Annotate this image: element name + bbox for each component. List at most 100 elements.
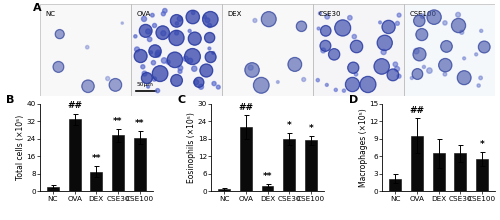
Bar [313, 4, 404, 97]
Circle shape [178, 69, 182, 73]
Circle shape [156, 26, 170, 39]
Text: **: ** [113, 117, 122, 126]
Circle shape [140, 24, 152, 37]
Bar [476, 159, 488, 191]
Circle shape [155, 52, 160, 57]
Circle shape [414, 48, 419, 54]
Circle shape [458, 71, 471, 85]
Circle shape [426, 68, 432, 73]
Circle shape [328, 49, 340, 60]
Circle shape [443, 72, 446, 76]
Circle shape [208, 47, 211, 50]
Bar [112, 136, 124, 191]
Circle shape [360, 76, 376, 93]
Bar [305, 140, 317, 191]
Circle shape [276, 81, 279, 83]
Circle shape [178, 16, 182, 21]
Circle shape [397, 74, 401, 78]
Circle shape [174, 31, 178, 35]
Circle shape [420, 14, 425, 18]
Text: ##: ## [67, 101, 82, 110]
Circle shape [121, 22, 124, 24]
Circle shape [204, 15, 206, 18]
Circle shape [162, 58, 167, 63]
Circle shape [456, 12, 460, 17]
Circle shape [178, 66, 182, 70]
Circle shape [146, 85, 150, 88]
Circle shape [262, 12, 276, 27]
Circle shape [414, 15, 425, 27]
Circle shape [150, 13, 154, 17]
Circle shape [245, 63, 259, 77]
Circle shape [320, 26, 331, 36]
Circle shape [53, 61, 64, 72]
Bar [131, 4, 222, 97]
Text: CSE30: CSE30 [318, 11, 341, 17]
Circle shape [410, 77, 413, 79]
Circle shape [134, 47, 140, 52]
Circle shape [194, 80, 198, 85]
Circle shape [106, 77, 110, 81]
Circle shape [413, 48, 426, 61]
Circle shape [171, 75, 182, 86]
Text: C: C [178, 95, 186, 105]
Circle shape [188, 32, 201, 45]
Text: 50μm: 50μm [136, 82, 154, 87]
Circle shape [352, 34, 356, 39]
Circle shape [86, 46, 89, 49]
Circle shape [202, 11, 218, 27]
Circle shape [183, 56, 188, 61]
Circle shape [142, 16, 146, 22]
Bar [40, 4, 131, 97]
Circle shape [212, 51, 214, 54]
Text: *: * [308, 124, 313, 133]
Circle shape [477, 84, 480, 87]
Circle shape [184, 49, 200, 64]
Circle shape [296, 21, 306, 31]
Circle shape [381, 49, 386, 55]
Text: *: * [480, 140, 484, 149]
Circle shape [161, 31, 166, 36]
Text: ##: ## [410, 106, 424, 115]
Circle shape [254, 77, 269, 93]
Circle shape [438, 59, 452, 72]
Circle shape [374, 59, 390, 74]
Circle shape [318, 12, 322, 15]
Bar [283, 139, 295, 191]
Circle shape [134, 35, 137, 38]
Circle shape [474, 53, 478, 56]
Circle shape [342, 89, 345, 92]
Circle shape [348, 62, 359, 73]
Circle shape [478, 41, 490, 53]
Bar [68, 119, 80, 191]
Circle shape [346, 77, 360, 92]
Bar [90, 172, 102, 191]
Text: **: ** [135, 119, 144, 128]
Text: DEX: DEX [228, 11, 242, 17]
Circle shape [142, 73, 152, 83]
Circle shape [149, 45, 161, 57]
Circle shape [412, 69, 422, 79]
Text: *: * [287, 121, 292, 130]
Circle shape [316, 79, 320, 82]
Circle shape [396, 21, 400, 25]
Y-axis label: Eosinophils (×10⁵): Eosinophils (×10⁵) [188, 112, 196, 183]
Circle shape [443, 21, 447, 25]
Circle shape [200, 64, 212, 77]
Circle shape [167, 52, 182, 68]
Circle shape [462, 57, 466, 60]
Circle shape [192, 66, 197, 71]
Circle shape [427, 10, 441, 24]
Y-axis label: Total cells (×10⁵): Total cells (×10⁵) [16, 115, 25, 180]
Circle shape [156, 50, 161, 55]
Circle shape [452, 18, 466, 33]
Circle shape [175, 22, 178, 25]
Circle shape [208, 24, 212, 28]
Bar [134, 138, 145, 191]
Circle shape [216, 85, 220, 89]
Circle shape [162, 9, 167, 13]
Circle shape [377, 35, 392, 50]
Text: D: D [348, 95, 358, 105]
Circle shape [460, 30, 464, 34]
Circle shape [152, 24, 156, 28]
